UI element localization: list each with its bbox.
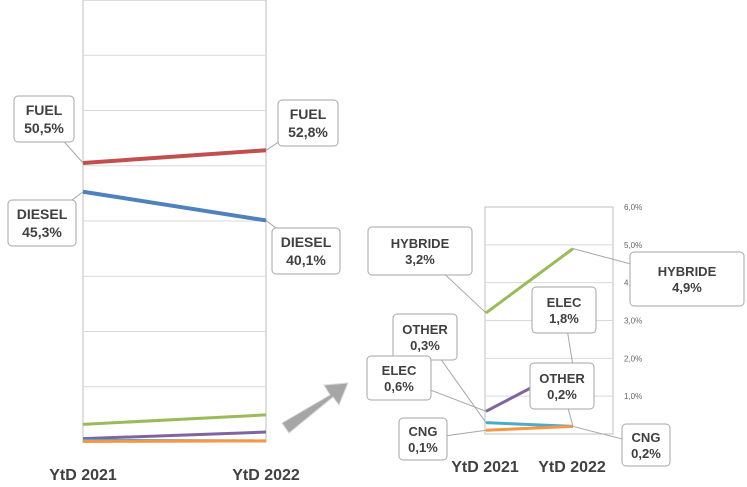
callout-box [13,95,75,143]
callout-text: HYBRIDE [391,236,450,251]
data-label-fuel-2022: FUEL 52,8% [265,99,339,151]
y-tick-label: 2,0% [624,354,642,363]
callout-box [621,423,671,467]
callout-text: FUEL [290,106,327,122]
series-line-cng [485,424,574,432]
callout-text: 1,8% [549,311,579,326]
y-tick-label: 5,0% [624,241,642,250]
callout-text: 52,8% [288,124,328,140]
x-tick-label: YtD 2022 [232,467,300,484]
callout-text: HYBRIDE [658,264,717,279]
series-line-hybride [82,413,267,426]
main-chart: YtD 2021 YtD 2022 [49,0,300,484]
callout-text: 0,2% [631,446,661,461]
callout-text: ELEC [547,295,582,310]
callout-box [271,227,341,275]
data-label-fuel-2021: FUEL 50,5% [13,95,84,164]
callout-box [367,226,473,276]
callout-text: DIESEL [281,234,332,250]
callout-text: 0,3% [410,338,440,353]
callout-text: FUEL [26,102,63,118]
callout-box [629,251,745,307]
callout-box [366,355,432,401]
callout-box [277,99,339,147]
callout-text: 45,3% [22,224,62,240]
y-tick-label: 6,0% [624,203,642,212]
x-tick-label: YtD 2021 [49,467,117,484]
series-line-diesel [82,189,267,223]
callout-text: 3,2% [405,252,435,267]
series-line-elec [82,430,267,441]
callout-text: DIESEL [17,206,68,222]
zoom-chart: 0,0%1,0%2,0%3,0%4,0%5,0%6,0%YtD 2021YtD … [451,203,642,476]
series-line-cng [82,439,267,443]
callout-text: ELEC [382,363,417,378]
y-tick-label: 1,0% [624,392,642,401]
callout-box [398,417,448,461]
x-tick-label: YtD 2021 [451,459,519,476]
series-line-hybride [485,247,574,315]
data-label-diesel-2021: DIESEL 45,3% [7,191,84,247]
series-line-fuel [82,148,267,165]
callout-text: 50,5% [24,120,64,136]
callout-text: CNG [409,424,438,439]
data-label-diesel-2022: DIESEL 40,1% [265,220,341,275]
callout-text: CNG [632,430,661,445]
callout-text: 0,1% [408,440,438,455]
callout-text: 4,9% [672,280,702,295]
zoom-arrow-shape [281,382,349,434]
callout-text: 0,2% [547,387,577,402]
callout-box [531,286,597,334]
x-tick-label: YtD 2022 [538,459,606,476]
callout-text: 40,1% [286,252,326,268]
callout-box [529,362,595,410]
zoom-arrow-icon [281,382,349,434]
callout-box [7,199,77,247]
callout-box [392,313,458,361]
callout-text: OTHER [402,322,448,337]
callout-text: 0,6% [384,379,414,394]
y-tick-label: 3,0% [624,317,642,326]
data-label-layer: FUEL 50,5% FUEL 52,8% DIESEL 45,3% DIESEL 40,1%… [7,95,745,467]
callout-text: OTHER [539,371,585,386]
